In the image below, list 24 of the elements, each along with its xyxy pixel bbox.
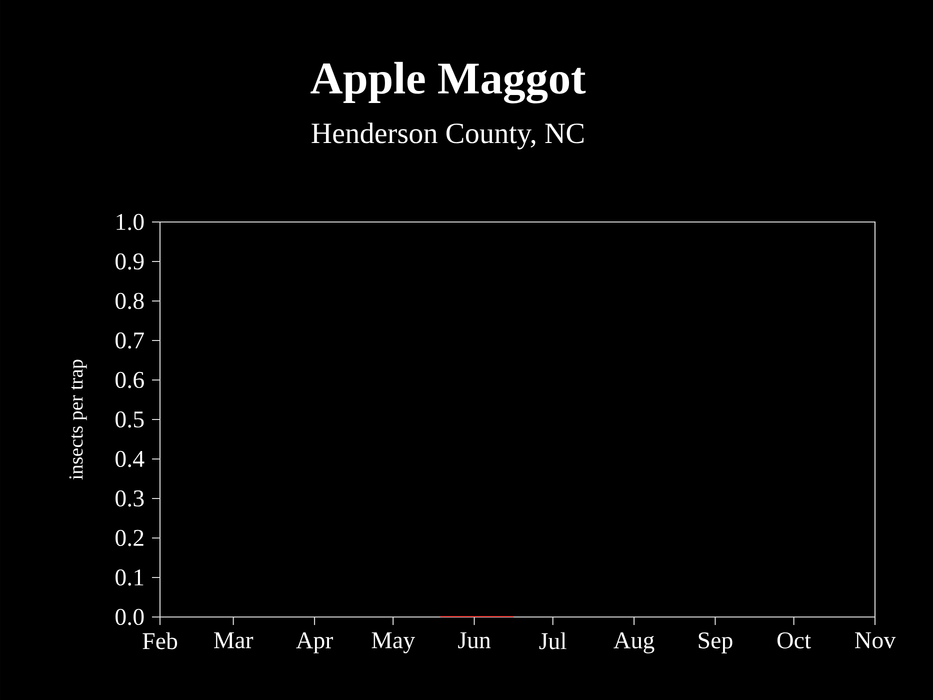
- y-tick-label: 0.9: [116, 253, 144, 270]
- y-tick-label: 1.0: [116, 214, 144, 230]
- x-tick-label: Aug: [614, 632, 654, 654]
- chart-subtitle: Henderson County, NC: [312, 122, 584, 150]
- chart-title: Apple Maggot: [310, 62, 586, 104]
- x-tick-label: Feb: [142, 632, 178, 650]
- y-tick-label: 0.1: [116, 569, 144, 586]
- y-tick-label: 0.4: [116, 450, 144, 468]
- x-tick-label: Jul: [539, 632, 566, 650]
- y-tick-label: 0.3: [116, 490, 144, 507]
- y-tick-label: 0.0: [116, 608, 144, 626]
- y-axis-title: insects per trap: [69, 360, 87, 480]
- x-tick-label: Apr: [296, 632, 333, 654]
- y-tick-label: 0.5: [116, 411, 144, 428]
- y-tick-label: 0.8: [116, 292, 144, 310]
- x-tick-label: Nov: [855, 632, 896, 648]
- x-tick-label: May: [372, 632, 416, 654]
- y-tick-label: 0.7: [116, 332, 144, 349]
- x-tick-label: Sep: [698, 632, 732, 654]
- y-tick-label: 0.6: [116, 372, 144, 388]
- x-tick-label: Oct: [777, 632, 811, 648]
- x-tick-label: Jun: [458, 632, 491, 648]
- y-tick-label: 0.2: [116, 530, 144, 546]
- x-tick-label: Mar: [214, 632, 254, 648]
